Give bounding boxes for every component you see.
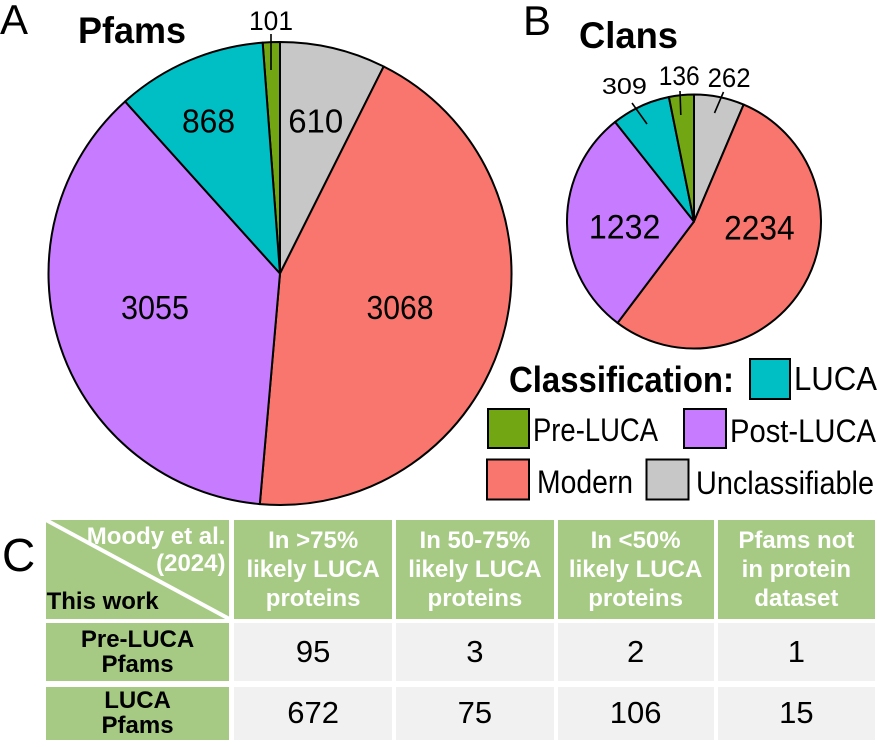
svg-text:3055: 3055 <box>121 289 189 326</box>
svg-text:LUCA: LUCA <box>794 360 877 397</box>
svg-text:Unclassifiable: Unclassifiable <box>696 465 874 501</box>
svg-text:Pfams: Pfams <box>78 10 186 51</box>
svg-text:B: B <box>523 0 551 44</box>
svg-text:Modern: Modern <box>537 464 633 500</box>
svg-text:262: 262 <box>708 63 751 93</box>
svg-text:Classification:: Classification: <box>509 359 734 400</box>
svg-text:Post-LUCA: Post-LUCA <box>730 413 877 449</box>
svg-text:136: 136 <box>659 61 700 91</box>
svg-text:Pre-LUCA: Pre-LUCA <box>533 412 659 448</box>
svg-text:868: 868 <box>182 103 235 140</box>
svg-text:3068: 3068 <box>367 289 434 326</box>
svg-text:2234: 2234 <box>724 210 795 248</box>
svg-text:610: 610 <box>288 103 343 140</box>
svg-text:1232: 1232 <box>589 209 661 247</box>
svg-text:C: C <box>2 529 35 581</box>
svg-text:309: 309 <box>602 73 647 99</box>
svg-text:A: A <box>0 0 28 43</box>
svg-text:Clans: Clans <box>579 15 678 56</box>
svg-text:101: 101 <box>249 6 293 36</box>
